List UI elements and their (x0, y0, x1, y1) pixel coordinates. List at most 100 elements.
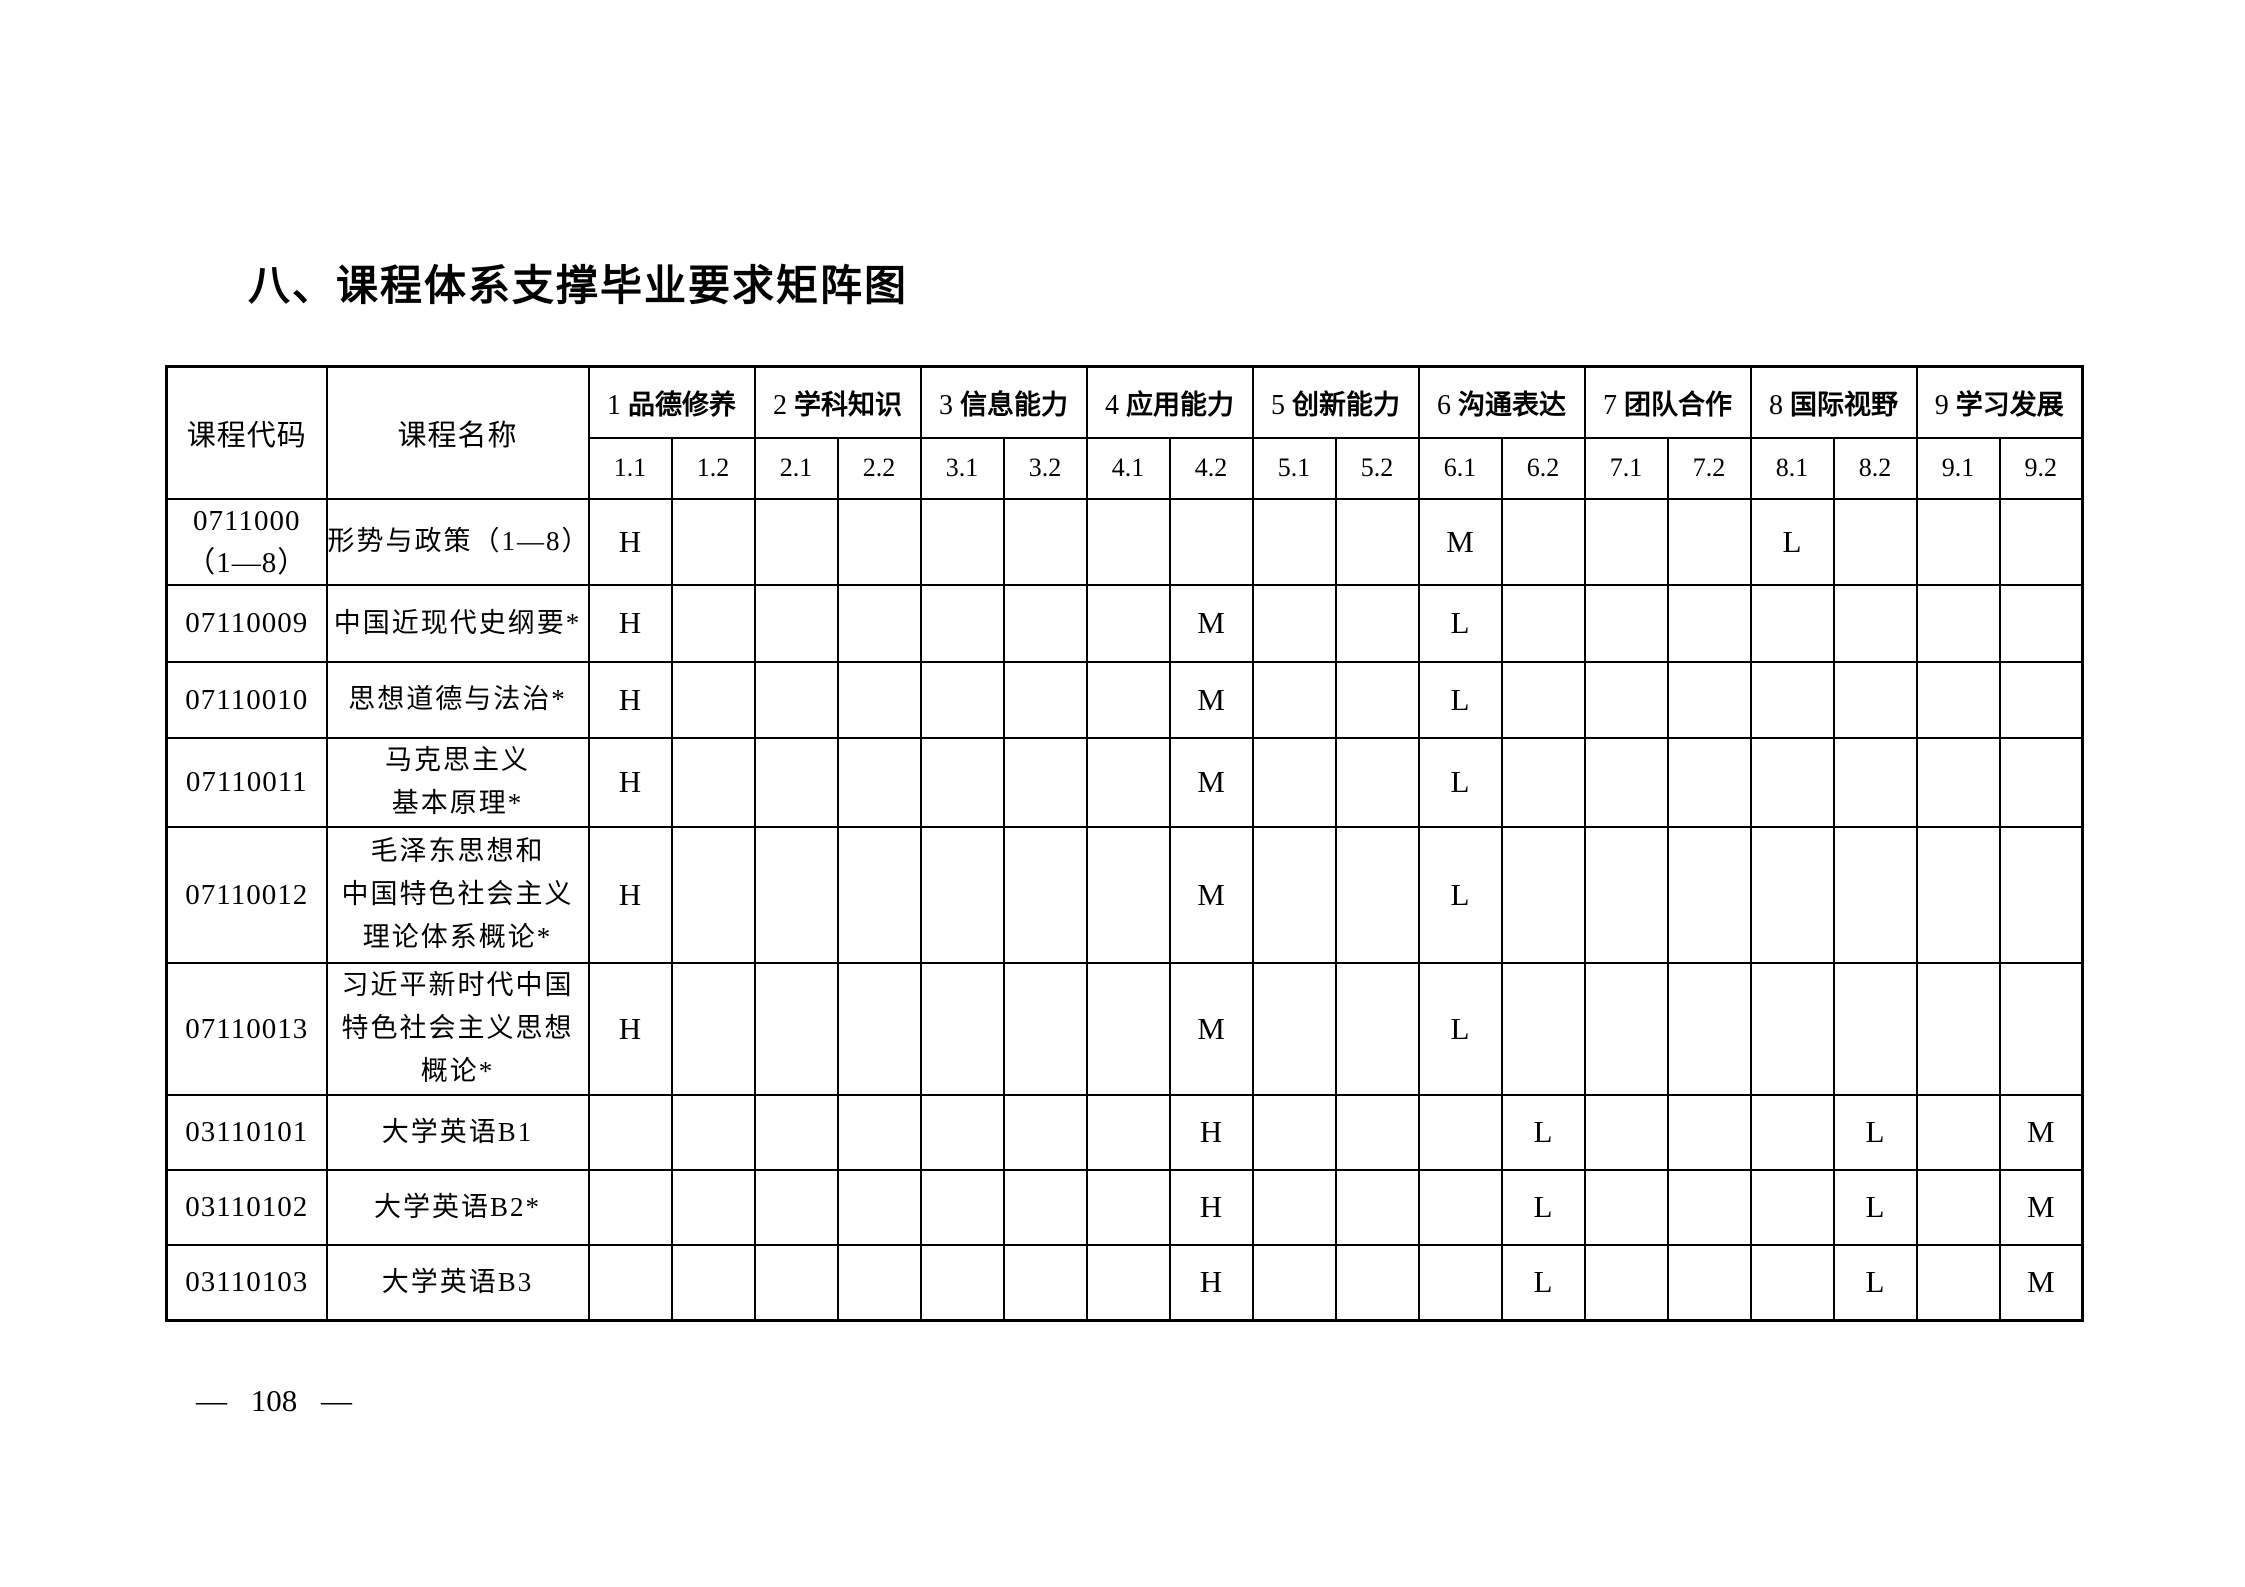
category-number: 1 (607, 389, 621, 421)
course-row: 03110102 大学英语B2* H L L M (165, 1168, 2084, 1246)
matrix-cell-2.1 (753, 660, 839, 739)
matrix-cell-6.1: L (1417, 961, 1503, 1096)
matrix-cell-8.2: L (1832, 1168, 1918, 1246)
matrix-cell-5.2 (1334, 825, 1420, 964)
category-number: 6 (1437, 389, 1451, 421)
category-label: 创新能力 (1292, 389, 1400, 420)
header-category-1: 1 品德修养 (587, 365, 756, 439)
matrix-cell-4.2: M (1168, 825, 1254, 964)
header-indicator-1.2: 1.2 (670, 436, 756, 500)
course-code-cell: 07110009 (165, 583, 328, 663)
header-category-7: 7 团队合作 (1583, 365, 1752, 439)
matrix-cell-3.1 (919, 736, 1005, 828)
category-number: 7 (1603, 389, 1617, 421)
course-name-cell: 大学英语B1 (325, 1093, 590, 1171)
header-indicator-3.2: 3.2 (1002, 436, 1088, 500)
header-indicator-4.1: 4.1 (1085, 436, 1171, 500)
matrix-cell-7.2 (1666, 825, 1752, 964)
matrix-cell-1.1 (587, 1243, 673, 1322)
matrix-cell-1.1: H (587, 660, 673, 739)
course-row: 07110010 思想道德与法治* H M L (165, 660, 2084, 739)
matrix-cell-1.1: H (587, 497, 673, 586)
category-label: 沟通表达 (1458, 389, 1566, 420)
matrix-cell-6.2: L (1500, 1243, 1586, 1322)
matrix-cell-9.1 (1915, 736, 2001, 828)
matrix-cell-9.2 (1998, 660, 2084, 739)
matrix-cell-3.1 (919, 961, 1005, 1096)
course-row: 03110101 大学英语B1 H L L M (165, 1093, 2084, 1171)
matrix-cell-7.2 (1666, 1168, 1752, 1246)
matrix-cell-4.1 (1085, 1243, 1171, 1322)
course-code-cell: 03110103 (165, 1243, 328, 1322)
matrix-cell-9.2: M (1998, 1093, 2084, 1171)
matrix-cell-1.2 (670, 961, 756, 1096)
matrix-cell-3.1 (919, 583, 1005, 663)
matrix-cell-5.1 (1251, 736, 1337, 828)
matrix-cell-6.1 (1417, 1168, 1503, 1246)
matrix-cell-9.2: M (1998, 1168, 2084, 1246)
header-indicator-9.2: 9.2 (1998, 436, 2084, 500)
header-indicator-3.1: 3.1 (919, 436, 1005, 500)
matrix-cell-5.1 (1251, 660, 1337, 739)
category-number: 8 (1769, 389, 1783, 421)
matrix-cell-6.2: L (1500, 1168, 1586, 1246)
header-indicator-9.1: 9.1 (1915, 436, 2001, 500)
category-number: 9 (1934, 389, 1949, 421)
matrix-cell-7.1 (1583, 1168, 1669, 1246)
matrix-cell-7.2 (1666, 583, 1752, 663)
matrix-cell-6.2 (1500, 961, 1586, 1096)
matrix-cell-7.1 (1583, 736, 1669, 828)
matrix-cell-2.2 (836, 961, 922, 1096)
matrix-cell-2.1 (753, 1243, 839, 1322)
matrix-cell-2.2 (836, 1243, 922, 1322)
matrix-cell-7.1 (1583, 961, 1669, 1096)
matrix-cell-5.2 (1334, 497, 1420, 586)
matrix-cell-8.1 (1749, 736, 1835, 828)
matrix-cell-3.2 (1002, 1093, 1088, 1171)
header-indicator-8.1: 8.1 (1749, 436, 1835, 500)
matrix-cell-6.1 (1417, 1243, 1503, 1322)
matrix-cell-1.1: H (587, 583, 673, 663)
course-code-cell: 07110013 (165, 961, 328, 1096)
matrix-cell-9.1 (1915, 1093, 2001, 1171)
matrix-cell-7.2 (1666, 1093, 1752, 1171)
matrix-cell-1.1 (587, 1093, 673, 1171)
matrix-cell-7.1 (1583, 825, 1669, 964)
matrix-cell-5.2 (1334, 1243, 1420, 1322)
course-code-cell: 07110010 (165, 660, 328, 739)
matrix-cell-4.2: H (1168, 1093, 1254, 1171)
course-name-cell: 大学英语B3 (325, 1243, 590, 1322)
matrix-cell-6.1: M (1417, 497, 1503, 586)
matrix-cell-2.2 (836, 583, 922, 663)
matrix-cell-6.1: L (1417, 583, 1503, 663)
header-row-indicators: 1.1 1.2 2.1 2.2 3.1 3.2 4.1 4.2 5.1 5.2 6.1 6.2 7.1 7… (167, 436, 2084, 500)
course-name-cell: 大学英语B2* (325, 1168, 590, 1246)
matrix-cell-2.2 (836, 736, 922, 828)
matrix-cell-9.2 (1998, 961, 2084, 1096)
course-name-cell: 形势与政策（1—8） (325, 497, 590, 586)
matrix-cell-5.2 (1334, 583, 1420, 663)
matrix-cell-4.1 (1085, 961, 1171, 1096)
matrix-cell-2.1 (753, 961, 839, 1096)
matrix-cell-9.2 (1998, 497, 2084, 586)
course-row: 0711000 （1—8） 形势与政策（1—8） H M L (165, 497, 2084, 586)
header-indicator-2.2: 2.2 (836, 436, 922, 500)
matrix-cell-8.1 (1749, 660, 1835, 739)
matrix-cell-2.1 (753, 1168, 839, 1246)
category-number: 5 (1271, 389, 1285, 421)
header-indicator-2.1: 2.1 (753, 436, 839, 500)
matrix-cell-2.2 (836, 1093, 922, 1171)
matrix-cell-5.1 (1251, 961, 1337, 1096)
category-number: 3 (939, 389, 953, 421)
category-label: 信息能力 (960, 389, 1068, 420)
course-name-cell: 毛泽东思想和 中国特色社会主义 理论体系概论* (325, 825, 590, 964)
matrix-cell-7.2 (1666, 961, 1752, 1096)
matrix-cell-1.2 (670, 583, 756, 663)
header-indicator-7.2: 7.2 (1666, 436, 1752, 500)
matrix-cell-6.1: L (1417, 660, 1503, 739)
matrix-cell-4.2 (1168, 497, 1254, 586)
matrix-cell-8.1: L (1749, 497, 1835, 586)
matrix-cell-1.2 (670, 736, 756, 828)
header-indicator-1.1: 1.1 (587, 436, 673, 500)
matrix-cell-9.2 (1998, 583, 2084, 663)
